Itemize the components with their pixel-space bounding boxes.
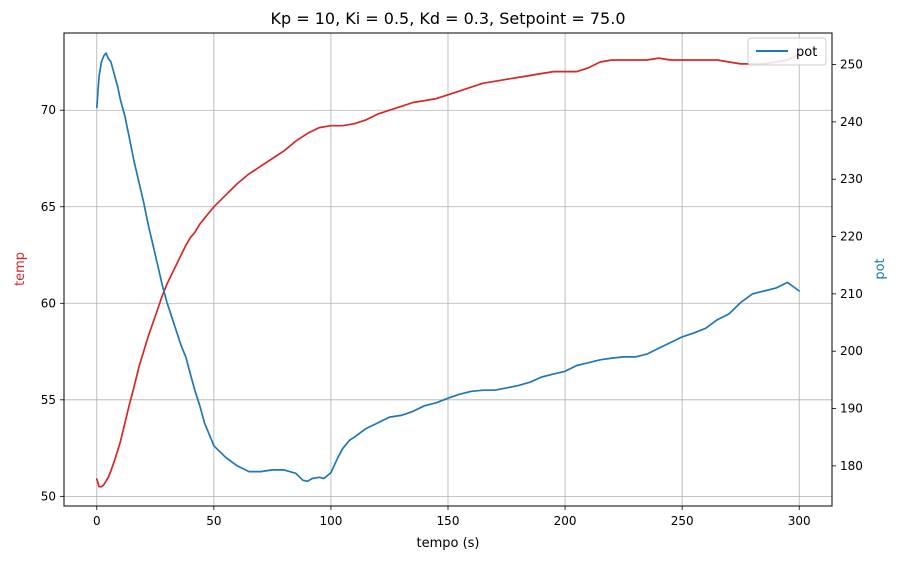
right-y-tick-label: 200: [840, 344, 863, 358]
right-y-tick-label: 240: [840, 115, 863, 129]
chart-title: Kp = 10, Ki = 0.5, Kd = 0.3, Setpoint = …: [270, 9, 625, 28]
right-y-tick-label: 220: [840, 230, 863, 244]
x-tick-label: 50: [206, 514, 221, 528]
legend: pot: [747, 37, 827, 66]
right-y-tick-label: 180: [840, 459, 863, 473]
series-lines: [95, 52, 801, 488]
legend-label-pot: pot: [796, 45, 817, 60]
x-tick-label: 200: [554, 514, 577, 528]
left-y-tick-label: 70: [41, 103, 56, 117]
left-y-tick-label: 50: [41, 489, 56, 503]
left-y-tick-label: 65: [41, 200, 56, 214]
axis-ticks: 0 50 100 150 200 250 300 50 55 60 65 70 180 190 200 210…: [41, 58, 863, 528]
left-y-tick-label: 55: [41, 393, 56, 407]
right-y-tick-label: 250: [840, 58, 863, 72]
x-tick-label: 300: [788, 514, 811, 528]
left-y-axis-label: temp: [13, 252, 28, 286]
left-y-tick-label: 60: [41, 296, 56, 310]
x-tick-label: 150: [437, 514, 460, 528]
right-y-tick-label: 210: [840, 287, 863, 301]
x-tick-label: 100: [319, 514, 342, 528]
pot-series-line: [95, 52, 801, 483]
right-y-tick-label: 190: [840, 402, 863, 416]
x-axis-label: tempo (s): [416, 536, 479, 551]
plot-frame: [63, 32, 833, 507]
temp-series-line: [95, 53, 801, 488]
x-tick-label: 250: [671, 514, 694, 528]
x-tick-label: 0: [93, 514, 101, 528]
right-y-tick-label: 230: [840, 172, 863, 186]
grid-lines: [64, 33, 832, 506]
right-y-axis-label: pot: [873, 258, 888, 279]
